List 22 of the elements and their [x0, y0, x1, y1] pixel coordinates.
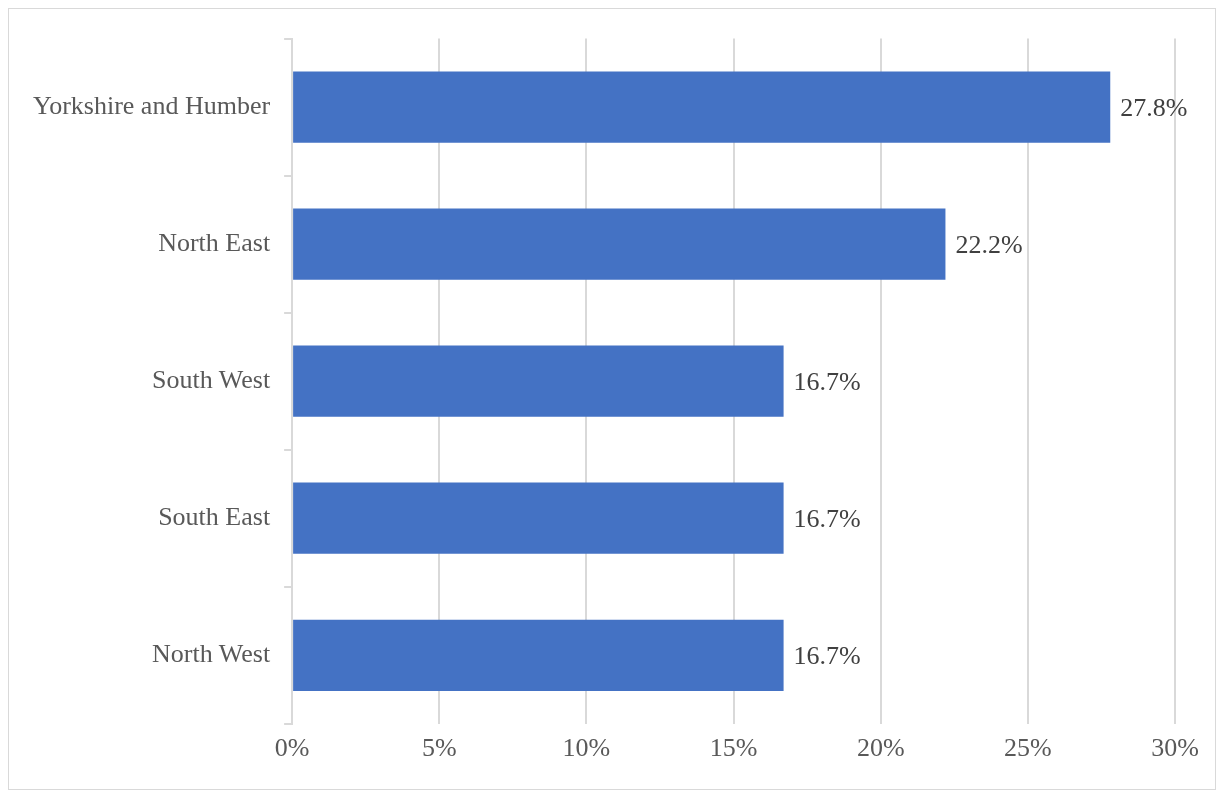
y-tick-label: North East — [158, 227, 271, 257]
data-label: 22.2% — [955, 229, 1023, 259]
y-tick-label: North West — [152, 639, 271, 669]
x-tick-label: 0% — [274, 733, 310, 763]
bar — [293, 619, 784, 691]
data-label: 27.8% — [1120, 92, 1188, 122]
y-tick-label: South West — [152, 365, 271, 395]
bar — [293, 482, 784, 554]
data-label: 16.7% — [793, 504, 861, 534]
x-tick-label: 25% — [1004, 733, 1052, 763]
data-label: 16.7% — [793, 641, 861, 671]
y-tick-label: South East — [158, 502, 271, 532]
bar — [293, 208, 946, 280]
x-tick-label: 10% — [562, 733, 611, 763]
x-tick-label: 30% — [1151, 733, 1199, 763]
bar — [293, 345, 784, 417]
x-tick-label: 20% — [856, 733, 905, 763]
data-label: 16.7% — [793, 367, 861, 397]
y-tick-label: Yorkshire and Humber — [32, 90, 271, 120]
x-tick-label: 15% — [709, 733, 758, 763]
bar — [293, 71, 1111, 143]
x-tick-label: 5% — [421, 733, 457, 763]
